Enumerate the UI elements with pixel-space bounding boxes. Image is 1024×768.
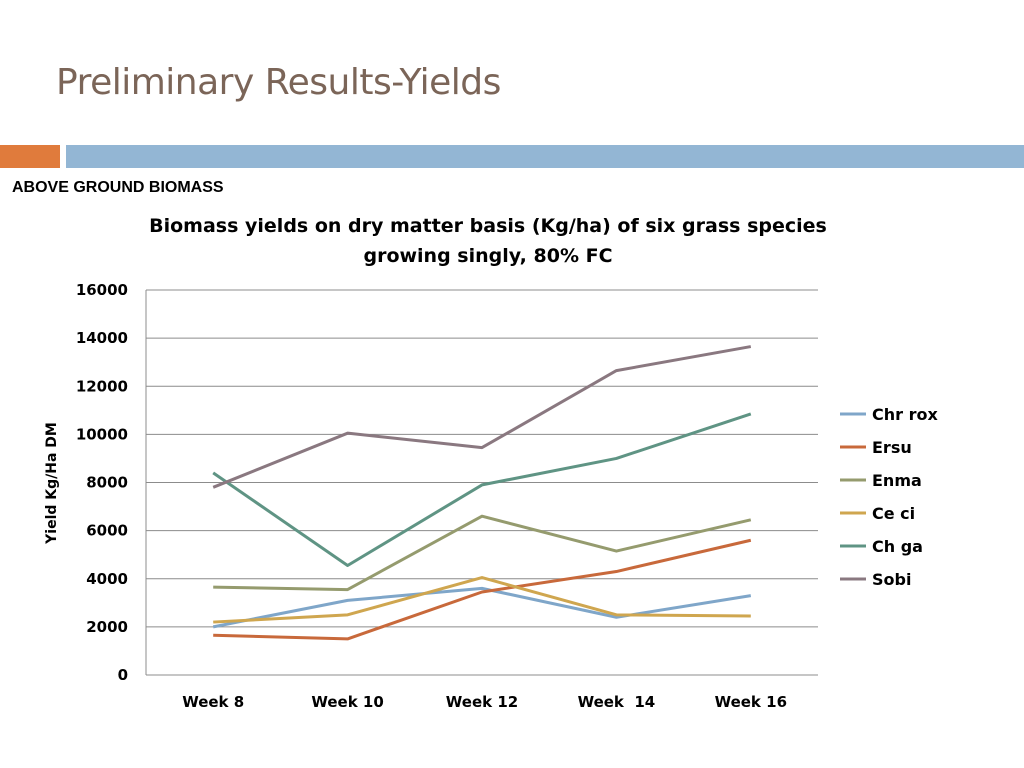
legend-label: Ch ga <box>872 537 923 556</box>
y-axis-label: Yield Kg/Ha DM <box>44 422 60 545</box>
y-tick-label: 8000 <box>86 474 128 492</box>
legend-label: Sobi <box>872 570 911 589</box>
x-tick-label: Week 10 <box>311 693 383 711</box>
series-line-chr-rox <box>212 586 752 629</box>
x-tick-label: Week 12 <box>446 693 518 711</box>
y-tick-label: 2000 <box>86 618 128 636</box>
slide-title: Preliminary Results-Yields <box>56 62 501 103</box>
legend: Chr rox Ersu Enma Ce ci Ch ga Sobi <box>840 405 938 589</box>
series-line-sobi <box>212 345 752 489</box>
chart-title-line-2: growing singly, 80% FC <box>363 245 613 267</box>
y-tick-label: 6000 <box>86 522 128 540</box>
series-line-ersu <box>213 538 752 641</box>
section-heading: ABOVE GROUND BIOMASS <box>12 179 224 196</box>
legend-label: Chr rox <box>872 405 938 424</box>
x-tick-label: Week 14 <box>578 693 656 711</box>
y-tick-label: 14000 <box>76 329 128 347</box>
series-line-enma <box>213 514 752 592</box>
legend-label: Enma <box>872 471 922 490</box>
accent-bar-blue <box>66 145 1024 168</box>
x-tick-labels: Week 8 Week 10 Week 12 Week 14 Week 16 <box>182 693 787 711</box>
legend-label: Ersu <box>872 438 912 457</box>
x-tick-label: Week 8 <box>182 693 244 711</box>
chart-title: Biomass yields on dry matter basis (Kg/h… <box>118 211 858 271</box>
x-tick-label: Week 16 <box>715 693 787 711</box>
y-tick-label: 10000 <box>76 425 128 443</box>
y-tick-labels: 0 2000 4000 6000 8000 10000 12000 14000 16000 <box>76 281 128 684</box>
series-line-ch-ga <box>212 412 752 568</box>
y-tick-label: 0 <box>118 666 128 684</box>
series-lines <box>212 345 752 641</box>
y-tick-label: 12000 <box>76 377 128 395</box>
series-line-ce-ci <box>213 576 751 624</box>
legend-label: Ce ci <box>872 504 915 523</box>
y-tick-label: 4000 <box>86 570 128 588</box>
y-tick-label: 16000 <box>76 281 128 299</box>
accent-bar-orange <box>0 145 60 168</box>
axes <box>145 290 818 676</box>
chart-title-line-1: Biomass yields on dry matter basis (Kg/h… <box>149 215 827 237</box>
